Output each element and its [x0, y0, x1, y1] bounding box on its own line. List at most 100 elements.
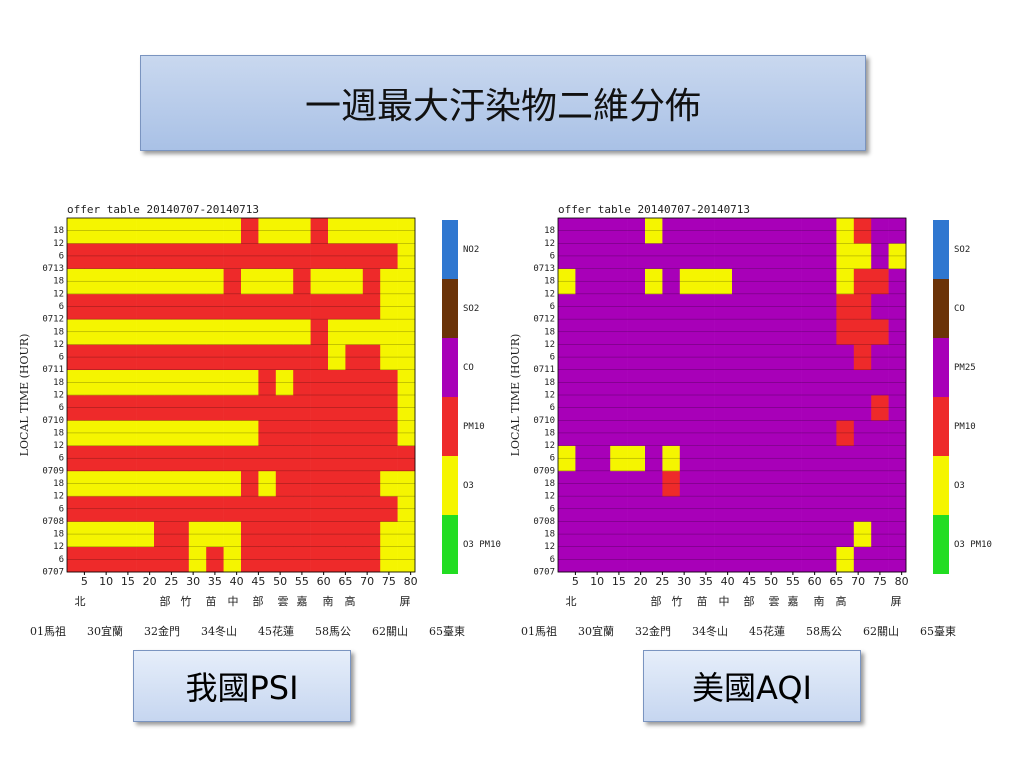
station-label: 58馬公 — [806, 625, 842, 638]
x-tick-label: 60 — [808, 575, 822, 588]
x-tick-label: 10 — [99, 575, 113, 588]
x-tick-label: 30 — [186, 575, 200, 588]
y-tick-label: 12 — [544, 492, 555, 502]
x-tick-label: 5 — [572, 575, 579, 588]
x-tick-label: 60 — [317, 575, 331, 588]
y-tick-label: 12 — [544, 239, 555, 249]
legend-swatch — [933, 279, 949, 338]
x-tick-label: 45 — [742, 575, 756, 588]
plot-frame — [66, 217, 416, 573]
y-tick-label: 18 — [544, 277, 555, 287]
station-label: 65臺東 — [429, 624, 465, 638]
y-tick-label: 12 — [53, 391, 64, 401]
region-label: 部 — [160, 594, 171, 608]
y-axis-label: LOCAL TIME (HOUR) — [509, 334, 522, 457]
legend-swatch — [933, 397, 949, 456]
title: 一週最大汙染物二維分佈 — [140, 55, 866, 151]
y-tick-label: 6 — [550, 454, 555, 464]
x-tick-label: 15 — [612, 575, 626, 588]
y-tick-label: 6 — [59, 251, 64, 261]
legend-swatch — [442, 515, 458, 574]
x-tick-label: 45 — [251, 575, 265, 588]
x-tick-label: 15 — [121, 575, 135, 588]
y-tick-label: 0709 — [533, 466, 555, 476]
legend-label: O3 PM10 — [463, 540, 501, 550]
y-tick-label: 12 — [53, 340, 64, 350]
legend-label: NO2 — [463, 245, 479, 255]
x-tick-label: 70 — [360, 575, 374, 588]
y-tick-label: 6 — [550, 555, 555, 565]
y-tick-label: 18 — [544, 479, 555, 489]
x-tick-label: 10 — [590, 575, 604, 588]
legend-swatch — [933, 515, 949, 574]
y-tick-label: 0712 — [533, 315, 555, 325]
region-label: 竹 — [181, 594, 192, 608]
y-tick-label: 12 — [53, 542, 64, 552]
x-tick-label: 75 — [873, 575, 887, 588]
region-label: 屏 — [400, 595, 411, 608]
legend-label: O3 — [463, 481, 474, 491]
station-label: 34冬山 — [692, 624, 728, 638]
region-label: 雲 — [278, 595, 289, 608]
x-tick-label: 55 — [786, 575, 800, 588]
y-tick-label: 6 — [550, 403, 555, 413]
region-label: 北 — [566, 595, 577, 608]
station-label: 34冬山 — [201, 624, 237, 638]
caption: 我國PSI — [133, 650, 351, 722]
y-tick-label: 0710 — [42, 416, 64, 426]
y-tick-label: 18 — [53, 277, 64, 287]
y-tick-label: 12 — [53, 441, 64, 451]
legend-label: O3 PM10 — [954, 540, 992, 550]
legend-swatch — [933, 338, 949, 397]
y-tick-label: 6 — [59, 504, 64, 514]
y-tick-label: 6 — [59, 353, 64, 363]
station-label: 45花蓮 — [258, 624, 294, 638]
y-tick-label: 0707 — [42, 568, 64, 578]
y-tick-label: 6 — [59, 555, 64, 565]
y-tick-label: 0708 — [42, 517, 64, 527]
station-label: 65臺東 — [920, 624, 956, 638]
y-tick-label: 0708 — [533, 517, 555, 527]
legend-label: PM10 — [954, 422, 976, 432]
y-tick-label: 18 — [544, 226, 555, 236]
x-tick-label: 70 — [851, 575, 865, 588]
x-tick-label: 75 — [382, 575, 396, 588]
x-tick-label: 5 — [81, 575, 88, 588]
legend-swatch — [442, 220, 458, 279]
x-tick-label: 25 — [655, 575, 669, 588]
legend-swatch — [442, 279, 458, 338]
y-tick-label: 12 — [544, 340, 555, 350]
y-tick-label: 18 — [544, 428, 555, 438]
y-tick-label: 0711 — [42, 365, 64, 375]
legend-label: O3 — [954, 481, 965, 491]
region-label: 高 — [345, 594, 356, 608]
y-tick-label: 0707 — [533, 568, 555, 578]
y-tick-label: 0710 — [533, 416, 555, 426]
region-label: 南 — [323, 595, 334, 608]
x-tick-label: 80 — [895, 575, 909, 588]
y-tick-label: 6 — [59, 403, 64, 413]
x-tick-label: 35 — [699, 575, 713, 588]
region-label: 部 — [253, 594, 264, 608]
legend-label: CO — [463, 363, 474, 373]
y-tick-label: 18 — [53, 327, 64, 337]
x-tick-label: 65 — [338, 575, 352, 588]
legend-swatch — [933, 456, 949, 515]
station-label: 30宜蘭 — [578, 624, 614, 638]
y-tick-label: 6 — [550, 302, 555, 312]
region-label: 北 — [75, 595, 86, 608]
y-tick-label: 18 — [53, 479, 64, 489]
legend-swatch — [442, 338, 458, 397]
station-label: 45花蓮 — [749, 624, 785, 638]
region-label: 雲 — [769, 595, 780, 608]
x-tick-label: 40 — [230, 575, 244, 588]
x-tick-label: 20 — [634, 575, 648, 588]
y-tick-label: 12 — [53, 492, 64, 502]
y-tick-label: 12 — [544, 542, 555, 552]
y-tick-label: 6 — [550, 251, 555, 261]
y-tick-label: 18 — [53, 428, 64, 438]
legend-label: CO — [954, 304, 965, 314]
legend-swatch — [933, 220, 949, 279]
station-label: 01馬祖 — [521, 624, 557, 638]
